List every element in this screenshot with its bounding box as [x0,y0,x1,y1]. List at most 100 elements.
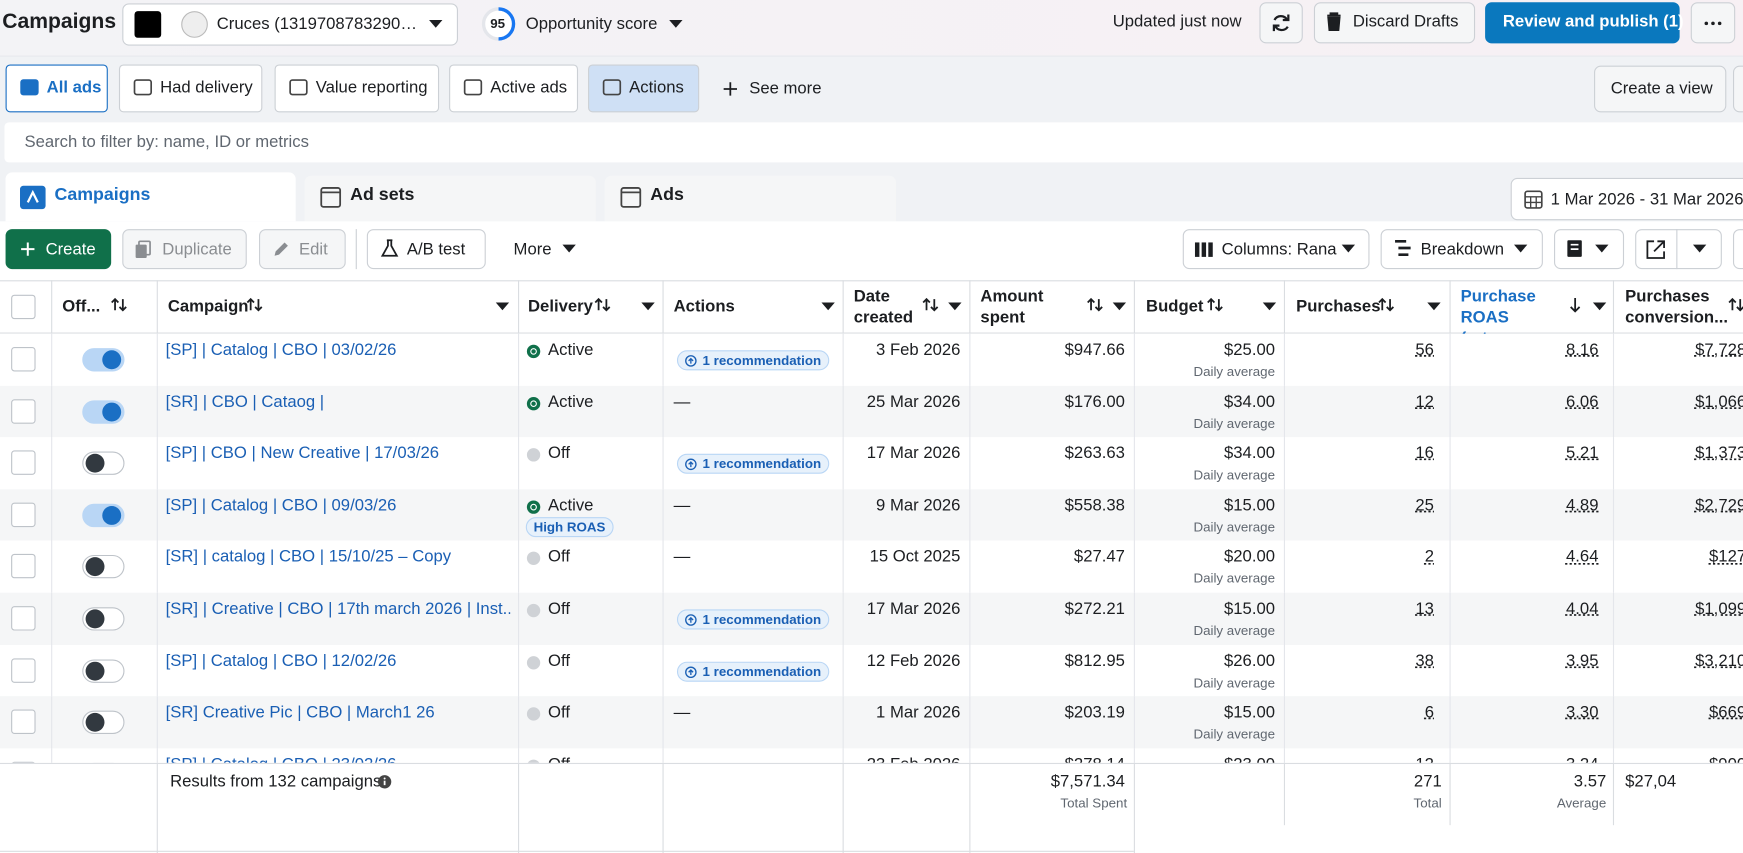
purchases-conversion: $127. [1709,547,1743,567]
toggle-knob [102,505,122,525]
delivery-status: Active [548,340,594,360]
level-tab-label: Ad sets [350,185,415,205]
table-row: [SR] | catalog | CBO | 15/10/25 – Copy Of… [0,540,1743,593]
account-logo [134,11,162,38]
column-header[interactable]: Date created [853,286,914,327]
column-divider [662,644,664,697]
columns-button[interactable] [1182,229,1370,270]
column-header[interactable]: Purchases [1296,296,1381,316]
campaign-name: [SR] Creative Pic | CBO | March1 26 [165,703,435,722]
column-divider [662,762,664,853]
view-tab[interactable] [449,64,579,113]
table-body: [SP] | Catalog | CBO | 03/02/26 Active 1 r… [0,333,1743,763]
row-checkbox[interactable] [11,346,36,372]
column-divider [662,437,664,490]
column-header[interactable]: Amount spent [980,286,1044,327]
column-divider [1449,280,1451,334]
level-tab[interactable] [5,172,296,222]
date-created: 3 Feb 2026 [876,340,961,360]
column-divider [1449,762,1451,826]
column-divider [1283,437,1286,490]
plus-icon [723,82,737,96]
column-divider [1133,385,1135,438]
column-divider [1133,762,1135,853]
date-range-button[interactable] [1510,177,1743,221]
column-divider [662,748,664,763]
column-divider [1133,540,1135,593]
delivery-status: Off [548,443,570,463]
view-edge-button[interactable] [1732,65,1743,113]
more-menu-button[interactable] [500,229,590,270]
column-divider [969,696,971,749]
action-empty: — [674,755,691,763]
row-checkbox[interactable] [11,502,36,527]
view-tab-icon [20,79,39,96]
row-checkbox[interactable] [11,709,36,735]
header-checkbox[interactable] [11,294,36,320]
purchases: 12 [1415,392,1434,412]
see-more: See more [749,78,822,98]
discard-button[interactable] [1313,2,1476,44]
column-divider [1133,592,1135,645]
purchases-conversion: $1,099. [1695,599,1743,619]
purchases: 25 [1415,495,1434,515]
column-divider [51,540,53,593]
account-selector[interactable] [122,3,458,46]
campaign-name: [SP] | Catalog | CBO | 12/02/26 [165,651,397,671]
toggle-knob [85,713,105,732]
view-tab[interactable] [274,64,440,113]
purchase-roas: 6.06 [1566,392,1599,412]
column-header[interactable]: Budget [1146,296,1204,316]
page-title: Campaigns [2,10,117,34]
score-ring [481,7,516,41]
level-tab-icon [320,187,342,208]
column-header[interactable]: Delivery [528,296,593,316]
amount-spent: $278.14 [1065,755,1125,763]
delivery-dot [526,344,541,359]
view-tab[interactable] [118,64,263,113]
column-divider [1449,385,1451,438]
edit-button[interactable] [259,229,346,270]
level-tab-icon [20,185,46,210]
toggle-knob [102,350,122,370]
ab-test-button[interactable] [366,229,486,270]
reports-icon [1567,240,1582,257]
column-header[interactable]: Campaign [167,296,249,316]
reports-button[interactable] [1554,229,1625,270]
publish-label: Review and publish (1) [1502,12,1684,32]
level-tab[interactable] [604,175,896,222]
column-divider [518,280,520,334]
row-checkbox[interactable] [11,398,36,424]
row-checkbox[interactable] [11,657,36,683]
purchase-roas: 8.16 [1566,340,1599,360]
row-checkbox[interactable] [11,450,36,476]
create-view-button[interactable] [1594,65,1727,113]
column-divider [969,280,971,334]
search-bar[interactable] [4,122,1743,163]
column-header[interactable]: Actions [673,296,735,316]
column-divider [662,333,664,386]
column-divider [842,333,844,386]
view-tab-icon [463,79,483,96]
column-divider [1612,592,1615,645]
view-tab[interactable] [588,64,700,113]
column-divider [1133,437,1135,490]
column-divider [842,489,844,541]
level-tab[interactable] [304,175,596,222]
export-button[interactable] [1635,229,1722,270]
column-divider [1612,489,1615,541]
column-header[interactable]: Off... [62,296,101,316]
action-empty: — [673,547,691,567]
create-plus [21,242,35,256]
column-divider [518,333,520,386]
table-header [0,280,1743,334]
column-divider [518,385,520,438]
row-checkbox[interactable] [11,606,36,631]
purchases-conversion: $1,066. [1695,392,1743,412]
column-header[interactable]: Purchases conversion... [1625,286,1729,327]
purchases-conversion: $1,373. [1695,443,1743,463]
budget: $23.00 [1224,755,1275,763]
row-checkbox[interactable] [11,554,36,579]
refresh-button[interactable] [1259,2,1303,44]
publish-button[interactable] [1485,2,1680,44]
